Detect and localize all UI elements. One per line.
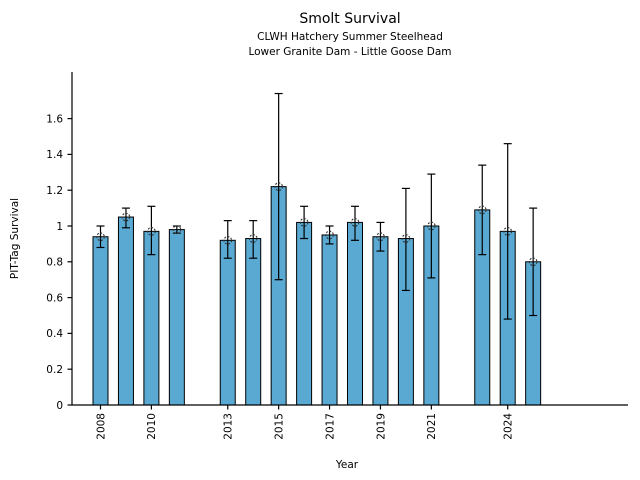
bar-2014 — [245, 238, 262, 406]
y-tick-label: 0.6 — [46, 292, 63, 304]
bar-2019 — [372, 236, 389, 406]
bar-2017 — [321, 234, 338, 406]
point-marker-2014 — [248, 234, 258, 243]
bar-2016 — [296, 221, 313, 406]
point-marker-2020 — [401, 234, 411, 243]
point-marker-2024 — [503, 227, 513, 236]
bar-2011 — [168, 229, 185, 406]
point-marker-2023 — [477, 205, 487, 215]
point-marker-2018 — [350, 218, 360, 227]
point-marker-2021 — [427, 221, 436, 231]
y-tick-label: 1 — [56, 221, 63, 233]
x-tick-label: 2017 — [324, 413, 336, 440]
point-marker-2013 — [223, 235, 233, 245]
bar-2018 — [347, 221, 363, 406]
y-tick-label: 0.4 — [46, 328, 63, 340]
chart-subtitle-hatchery: CLWH Hatchery Summer Steelhead — [257, 31, 443, 43]
x-tick-label: 2013 — [223, 413, 235, 440]
x-tick-label: 2010 — [146, 413, 158, 440]
chart-title: Smolt Survival — [299, 11, 401, 27]
bar-2009 — [117, 216, 134, 406]
x-tick-label: 2019 — [375, 413, 387, 440]
point-marker-2009 — [121, 212, 131, 222]
point-marker-2016 — [299, 218, 309, 227]
bar-2013 — [219, 239, 236, 406]
y-tick-label: 0.8 — [46, 257, 63, 269]
y-tick-label: 0 — [56, 400, 63, 412]
chart-subtitle-reach: Lower Granite Dam - Little Goose Dam — [248, 46, 452, 58]
point-marker-2025 — [528, 257, 538, 267]
x-tick-label: 2024 — [503, 413, 515, 440]
point-marker-2011 — [172, 225, 182, 234]
point-marker-2019 — [376, 232, 385, 242]
x-tick-label: 2008 — [95, 413, 107, 440]
x-tick-label: 2021 — [426, 413, 438, 440]
x-axis-label: Year — [335, 459, 359, 471]
point-marker-2010 — [147, 227, 156, 236]
y-tick-label: 1.6 — [46, 113, 63, 125]
y-axis-label: PIT-Tag Survival — [9, 198, 21, 279]
bar-2010 — [143, 230, 160, 406]
y-tick-label: 0.2 — [46, 364, 63, 376]
y-tick-label: 1.2 — [46, 185, 63, 197]
point-marker-2008 — [96, 232, 105, 242]
x-tick-label: 2015 — [273, 413, 285, 440]
point-marker-2017 — [325, 230, 334, 240]
point-marker-2015 — [274, 182, 284, 191]
bar-2008 — [92, 236, 109, 406]
y-tick-label: 1.4 — [46, 149, 63, 161]
